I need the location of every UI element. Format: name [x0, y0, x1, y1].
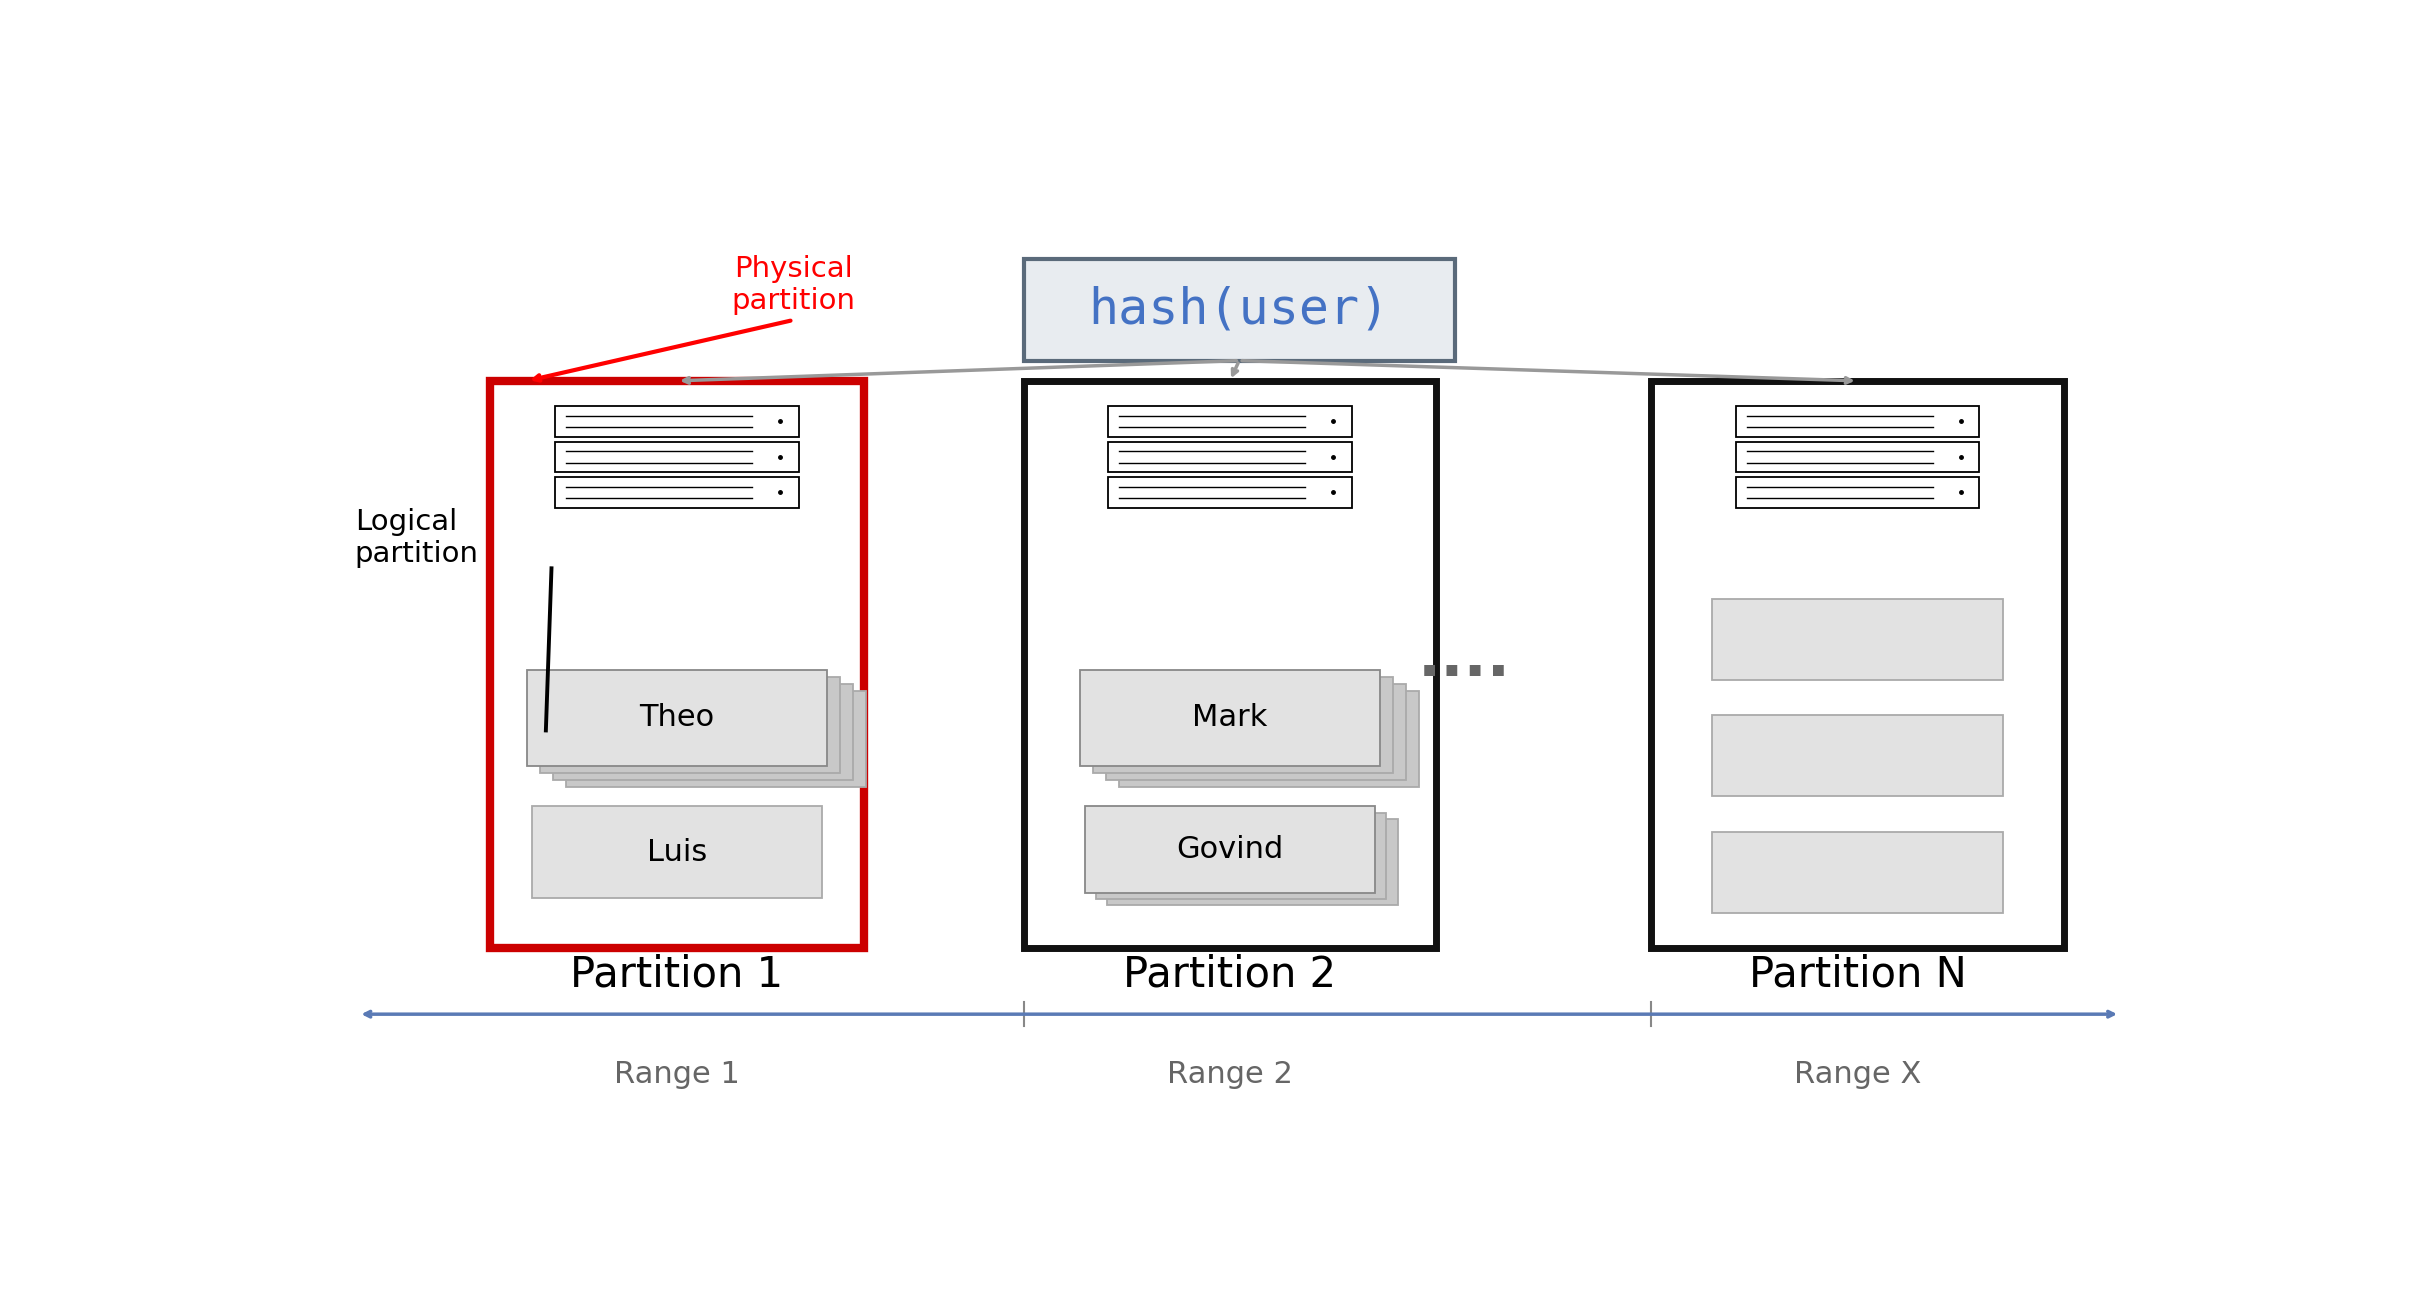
Bar	[1107, 819, 1398, 904]
Text: Range X: Range X	[1794, 1059, 1922, 1088]
Bar	[554, 684, 854, 780]
Bar	[556, 442, 798, 472]
Text: Mark: Mark	[1192, 703, 1267, 732]
Bar	[566, 691, 866, 787]
Text: Range 1: Range 1	[614, 1059, 740, 1088]
Bar	[1023, 380, 1436, 949]
Bar	[1107, 478, 1352, 508]
Bar	[1081, 670, 1381, 766]
Bar	[1093, 676, 1393, 772]
Bar	[532, 807, 822, 898]
Bar	[539, 676, 839, 772]
Bar	[1712, 832, 2002, 913]
Text: Partition 1: Partition 1	[571, 954, 783, 996]
Bar	[527, 670, 827, 766]
Text: Luis: Luis	[648, 837, 706, 866]
Text: Partition N: Partition N	[1748, 954, 1966, 996]
Bar	[1712, 716, 2002, 796]
Bar	[1107, 407, 1352, 437]
Bar	[556, 478, 798, 508]
Text: hash(user): hash(user)	[1088, 286, 1390, 334]
Bar	[1107, 442, 1352, 472]
Bar	[1095, 812, 1386, 899]
Text: Physical
partition: Physical partition	[730, 254, 856, 315]
Bar	[1086, 807, 1376, 892]
Text: Logical
partition: Logical partition	[355, 508, 479, 569]
Bar	[1736, 442, 1980, 472]
Text: Partition 2: Partition 2	[1124, 954, 1337, 996]
Bar	[1120, 691, 1419, 787]
Bar	[1736, 478, 1980, 508]
Text: Range 2: Range 2	[1168, 1059, 1294, 1088]
Bar	[488, 380, 866, 949]
Text: Govind: Govind	[1175, 836, 1284, 865]
Bar	[1736, 407, 1980, 437]
Bar	[1712, 599, 2002, 680]
Text: ....: ....	[1417, 630, 1511, 690]
Bar	[1651, 380, 2063, 949]
Text: Theo: Theo	[638, 703, 716, 732]
Bar	[1023, 259, 1456, 361]
Bar	[1105, 684, 1405, 780]
Bar	[556, 407, 798, 437]
